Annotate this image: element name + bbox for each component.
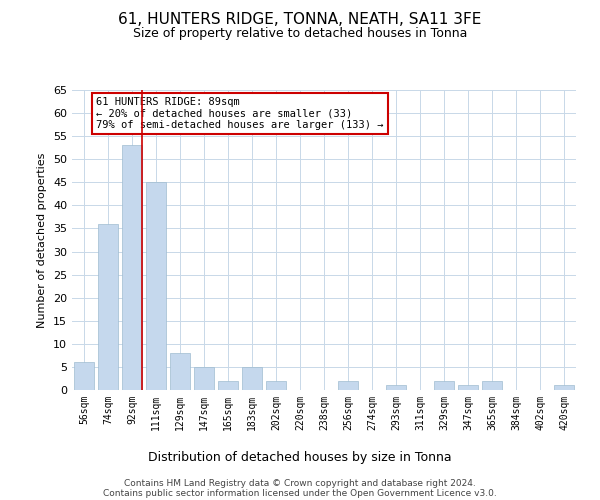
Bar	[242, 367, 262, 390]
Text: 61, HUNTERS RIDGE, TONNA, NEATH, SA11 3FE: 61, HUNTERS RIDGE, TONNA, NEATH, SA11 3F…	[118, 12, 482, 28]
Bar	[218, 381, 238, 390]
Text: Contains HM Land Registry data © Crown copyright and database right 2024.: Contains HM Land Registry data © Crown c…	[124, 478, 476, 488]
Bar	[122, 146, 142, 390]
Bar	[74, 362, 94, 390]
Text: Size of property relative to detached houses in Tonna: Size of property relative to detached ho…	[133, 28, 467, 40]
Bar	[482, 381, 502, 390]
Bar	[434, 381, 454, 390]
Bar	[338, 381, 358, 390]
Bar	[194, 367, 214, 390]
Bar	[170, 353, 190, 390]
Text: 61 HUNTERS RIDGE: 89sqm
← 20% of detached houses are smaller (33)
79% of semi-de: 61 HUNTERS RIDGE: 89sqm ← 20% of detache…	[96, 97, 383, 130]
Text: Contains public sector information licensed under the Open Government Licence v3: Contains public sector information licen…	[103, 488, 497, 498]
Bar	[98, 224, 118, 390]
Bar	[554, 386, 574, 390]
Bar	[266, 381, 286, 390]
Bar	[146, 182, 166, 390]
Bar	[458, 386, 478, 390]
Bar	[386, 386, 406, 390]
Text: Distribution of detached houses by size in Tonna: Distribution of detached houses by size …	[148, 451, 452, 464]
Y-axis label: Number of detached properties: Number of detached properties	[37, 152, 47, 328]
